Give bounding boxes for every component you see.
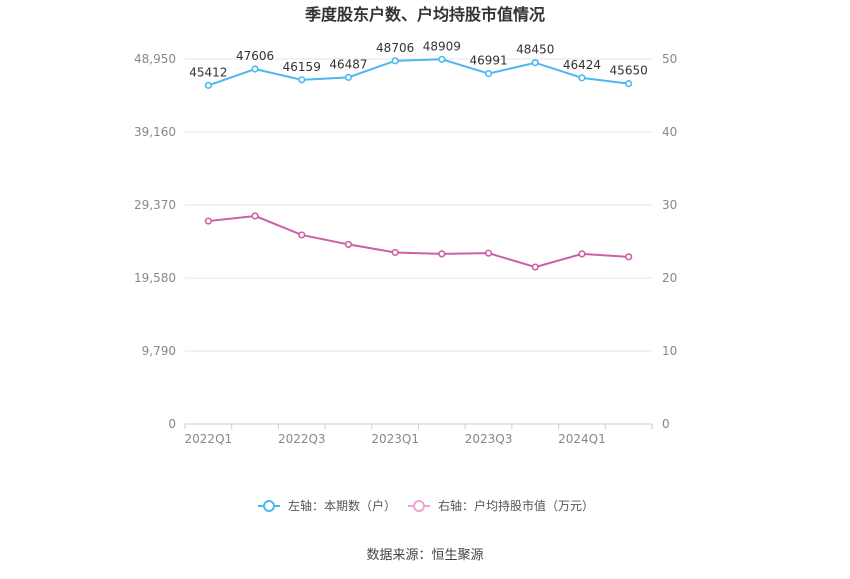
- legend-item-right[interactable]: 右轴：户均持股市值（万元）: [408, 498, 594, 513]
- data-point[interactable]: [438, 55, 446, 63]
- right-axis-tick-label: 40: [662, 125, 677, 139]
- left-axis-tick-label: 0: [168, 417, 176, 431]
- data-point[interactable]: [298, 231, 306, 239]
- data-label: 46159: [283, 60, 321, 74]
- grid-layer: [185, 58, 652, 425]
- data-point[interactable]: [438, 250, 446, 258]
- legend-label-right: 右轴：户均持股市值（万元）: [438, 498, 594, 513]
- x-axis-tick-label: 2022Q1: [185, 432, 233, 446]
- right-axis-tick-label: 50: [662, 52, 677, 66]
- right-axis-tick-label: 0: [662, 417, 670, 431]
- left-axis-tick-label: 29,370: [134, 198, 176, 212]
- series-layer: 45412 47606 46159 46487 48706 48909 46991 48450…: [189, 39, 648, 271]
- source-note: 数据来源：恒生聚源: [366, 548, 483, 563]
- left-axis-tick-label: 9,790: [142, 344, 176, 358]
- data-label: 45650: [610, 64, 648, 78]
- data-point[interactable]: [204, 217, 212, 225]
- left-axis-tick-label: 48,950: [134, 52, 176, 66]
- data-point[interactable]: [625, 253, 633, 261]
- data-point[interactable]: [204, 81, 212, 89]
- data-label: 46487: [329, 57, 367, 71]
- data-point[interactable]: [251, 212, 259, 220]
- data-point[interactable]: [625, 80, 633, 88]
- right-axis-tick-label: 20: [662, 271, 677, 285]
- x-axis-tick-label: 2023Q1: [371, 432, 419, 446]
- data-point[interactable]: [578, 250, 586, 258]
- left-axis-tick-label: 19,580: [134, 271, 176, 285]
- data-point[interactable]: [484, 249, 493, 257]
- chart-title: 季度股东户数、户均持股市值情况: [304, 5, 545, 24]
- data-point[interactable]: [531, 263, 539, 271]
- series-line-holders: [208, 58, 629, 87]
- x-axis-tick-label: 2024Q1: [558, 432, 606, 446]
- legend-marker-left: [263, 500, 275, 512]
- legend-marker-right: [413, 500, 425, 512]
- axis-layer: 0 9,790 19,580 29,370 39,160 48,950 0 10 20 30 40 5…: [134, 52, 677, 446]
- x-axis-tick-label: 2023Q3: [465, 432, 513, 446]
- data-point[interactable]: [251, 65, 259, 73]
- data-point[interactable]: [344, 73, 353, 81]
- legend[interactable]: 左轴：本期数（户） 右轴：户均持股市值（万元）: [258, 498, 594, 513]
- series-line-avg-value: [208, 214, 629, 269]
- data-label: 48450: [516, 43, 554, 57]
- data-label: 46991: [469, 54, 507, 68]
- left-axis-tick-label: 39,160: [134, 125, 176, 139]
- x-axis-tick-label: 2022Q3: [278, 432, 326, 446]
- legend-item-left[interactable]: 左轴：本期数（户）: [258, 498, 396, 513]
- right-axis-tick-label: 10: [662, 344, 677, 358]
- data-point[interactable]: [578, 74, 586, 82]
- data-point[interactable]: [391, 57, 399, 65]
- data-point[interactable]: [298, 76, 306, 84]
- data-point[interactable]: [391, 248, 399, 257]
- data-label: 46424: [563, 58, 601, 72]
- right-axis-tick-label: 30: [662, 198, 677, 212]
- legend-label-left: 左轴：本期数（户）: [288, 498, 396, 513]
- data-label: 45412: [189, 65, 227, 79]
- data-point[interactable]: [344, 240, 353, 249]
- data-point[interactable]: [531, 59, 539, 67]
- data-label: 48706: [376, 41, 414, 55]
- data-point[interactable]: [484, 70, 493, 78]
- data-label: 48909: [423, 39, 461, 53]
- data-label: 47606: [236, 49, 274, 63]
